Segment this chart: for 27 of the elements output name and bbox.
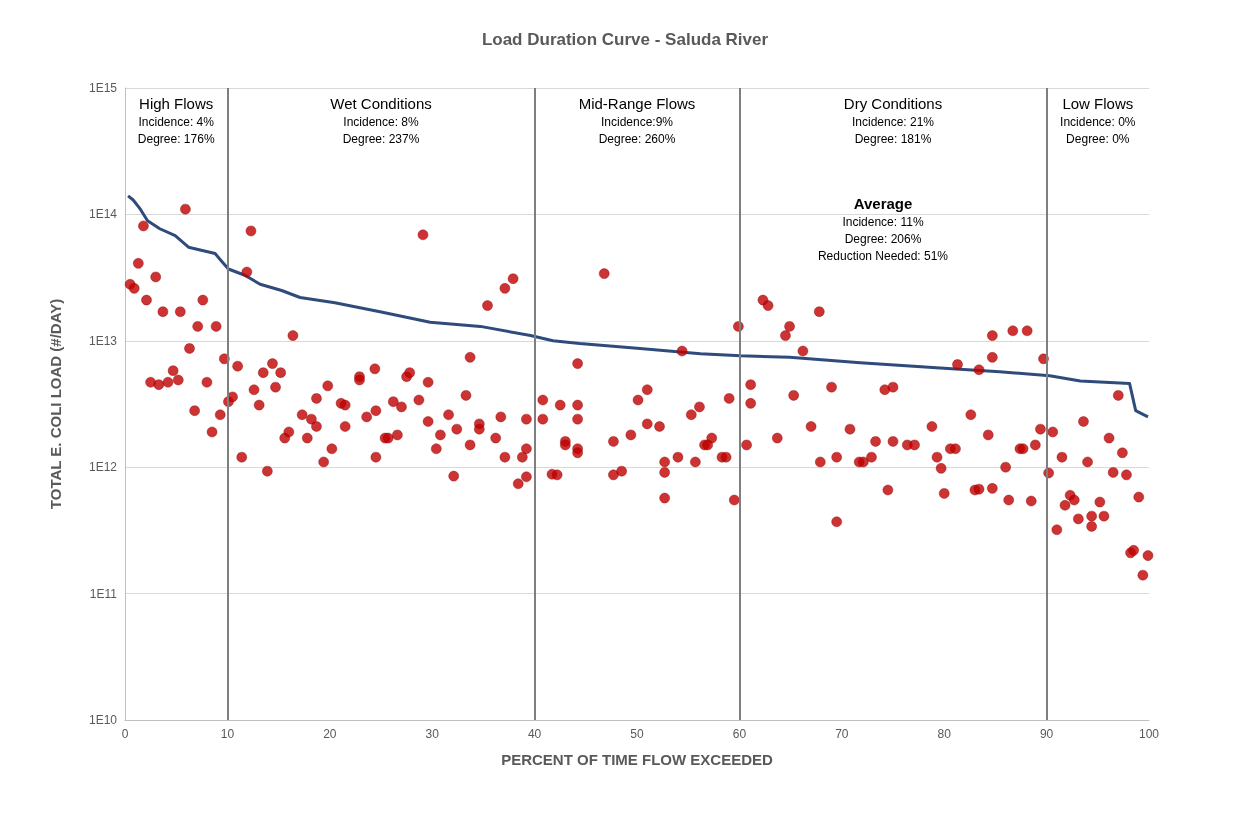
x-tick-label: 90 [1039, 727, 1054, 741]
line-series [126, 194, 1150, 419]
chart-title: Load Duration Curve - Saluda River [481, 30, 769, 49]
annotation: Average Incidence: 11% Degree: 206% Reduction Needed: 51% [817, 194, 949, 263]
x-tick-label: 10 [220, 727, 235, 741]
annotation: Low Flows Incidence: 0% Degree: 0% [1060, 94, 1136, 146]
y-tick-label: 1E12 [88, 460, 118, 475]
y-tick-label: 1E15 [88, 81, 118, 95]
x-tick-label: 50 [630, 727, 644, 741]
x-tick-label: 40 [527, 727, 542, 741]
x-tick-label: 100 [1138, 727, 1160, 741]
y-tick-label: 1E13 [88, 333, 118, 348]
x-tick-label: 30 [425, 727, 440, 741]
x-tick-label: 20 [323, 727, 337, 741]
annotation: Wet Conditions Incidence: 8% Degree: 237% [330, 94, 432, 146]
annotation: Dry Conditions Incidence: 21% Degree: 181% [843, 94, 943, 146]
x-tick-label: 70 [835, 727, 849, 741]
annotation: High Flows Incidence: 4% Degree: 176% [137, 94, 215, 146]
x-axis-title: PERCENT OF TIME FLOW EXCEEDED [501, 751, 773, 768]
x-tick-label: 80 [937, 727, 952, 741]
x-tick-label: 0 [121, 727, 129, 741]
y-axis-title: TOTAL E. COLI LOAD (#/DAY) [47, 298, 64, 510]
y-tick-label: 1E11 [89, 586, 118, 601]
annotation: Mid-Range Flows Incidence:9% Degree: 260% [578, 94, 696, 146]
y-tick-label: 1E10 [88, 713, 118, 727]
x-tick-label: 60 [732, 727, 747, 741]
y-tick-label: 1E14 [88, 207, 118, 222]
